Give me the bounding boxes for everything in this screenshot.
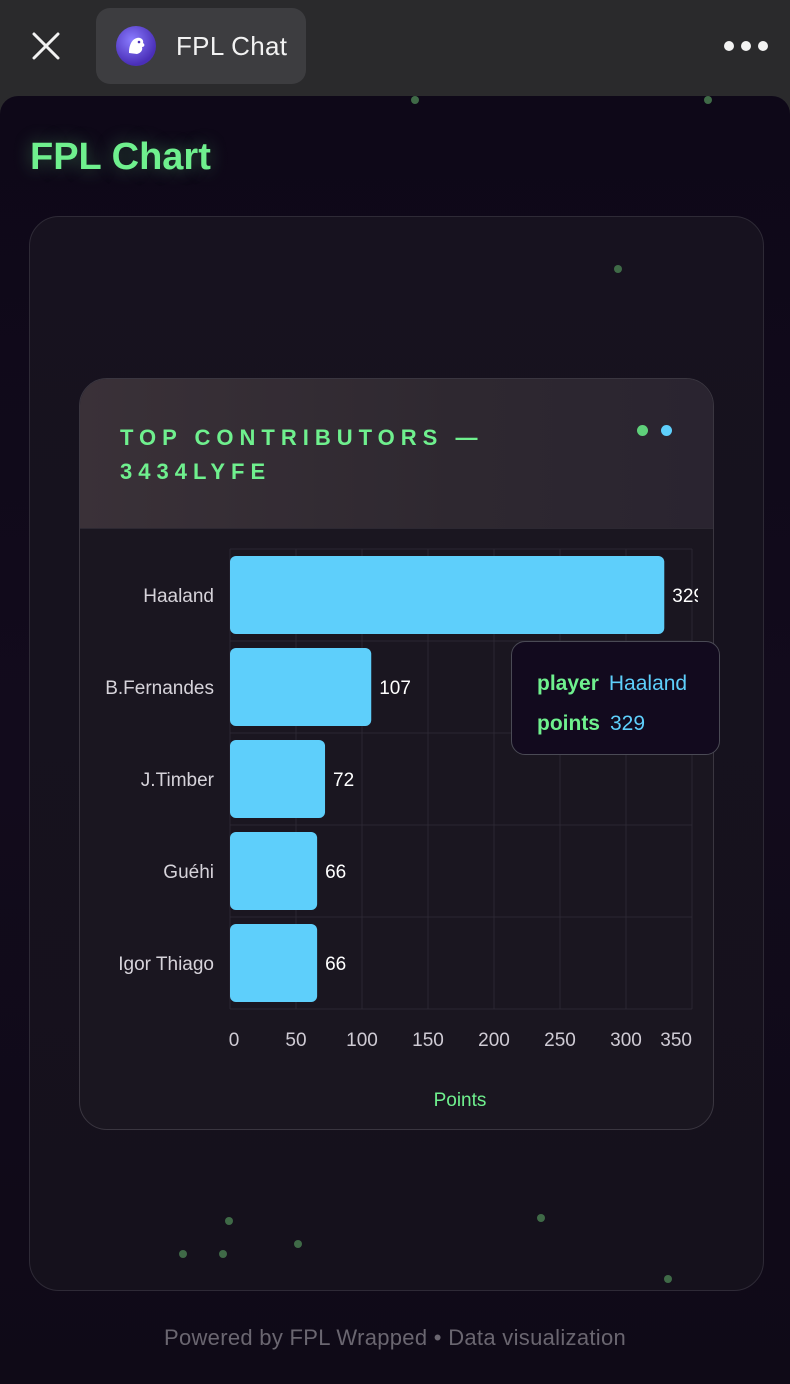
chat-tab[interactable]: FPL Chat [96, 8, 306, 84]
bar-b-fernandes [230, 648, 372, 726]
footer-text: Powered by FPL Wrapped • Data visualizat… [163, 1325, 627, 1350]
particle-dot [411, 96, 419, 104]
close-icon [32, 32, 60, 60]
header-dot-blue [661, 425, 672, 436]
value-label: 66 [325, 954, 346, 975]
particle-dot [614, 265, 622, 273]
category-label: Igor Thiago [118, 954, 214, 975]
tooltip-row-player: player Haaland [537, 664, 719, 704]
x-tick-label: 50 [285, 1030, 306, 1051]
tooltip-points-label: points [537, 712, 600, 735]
tooltip-row-points: points 329 [537, 704, 719, 744]
x-tick-label: 350 [660, 1030, 692, 1051]
particle-dot [664, 1275, 672, 1283]
tooltip-player-label: player [537, 672, 599, 695]
particle-dot [225, 1217, 233, 1225]
value-label: 329 [672, 586, 704, 607]
particle-dot [219, 1250, 227, 1258]
more-options-button[interactable] [724, 28, 768, 64]
particle-dot [179, 1250, 187, 1258]
page-heading: FPL Chart [30, 136, 211, 178]
category-label: B.Fernandes [105, 678, 214, 699]
particle-dot [294, 1240, 302, 1248]
value-label: 72 [333, 770, 354, 791]
category-label: Guéhi [163, 862, 214, 883]
close-button[interactable] [24, 24, 68, 68]
x-tick-label: 200 [478, 1030, 510, 1051]
category-label: J.Timber [141, 770, 215, 791]
tooltip-player-value: Haaland [608, 672, 688, 695]
x-axis-label: Points [434, 1090, 487, 1111]
bar-haaland [230, 556, 665, 634]
chart-title: TOP CONTRIBUTORS — 3434LYFE [120, 425, 484, 484]
header-dot-green [637, 425, 648, 436]
bar-igor-thiago [230, 924, 318, 1002]
particle-dot [537, 1214, 545, 1222]
top-bar: FPL Chat [0, 0, 790, 96]
value-label: 66 [325, 862, 346, 883]
premier-league-lion-icon [116, 26, 156, 66]
value-label: 107 [379, 678, 411, 699]
x-tick-label: 300 [610, 1030, 642, 1051]
x-tick-label: 100 [346, 1030, 378, 1051]
bar-gu-hi [230, 832, 318, 910]
tooltip-points-value: 329 [610, 712, 646, 735]
x-tick-label: 250 [544, 1030, 576, 1051]
chart-card: TOP CONTRIBUTORS — 3434LYFE Haaland 329 B.… [79, 378, 714, 1130]
chart-tooltip: player Haaland points 329 [511, 641, 720, 755]
more-horizontal-icon [724, 41, 734, 51]
particle-dot [704, 96, 712, 104]
x-tick-label: 0 [229, 1030, 240, 1051]
chart-header: TOP CONTRIBUTORS — 3434LYFE [80, 379, 713, 529]
bar-j-timber [230, 740, 326, 818]
x-tick-label: 150 [412, 1030, 444, 1051]
bar-chart: Haaland 329 B.Fernandes 107 J.Timber 72 Guéhi 6… [105, 548, 704, 1111]
category-label: Haaland [143, 586, 214, 607]
tab-title: FPL Chat [176, 30, 288, 61]
